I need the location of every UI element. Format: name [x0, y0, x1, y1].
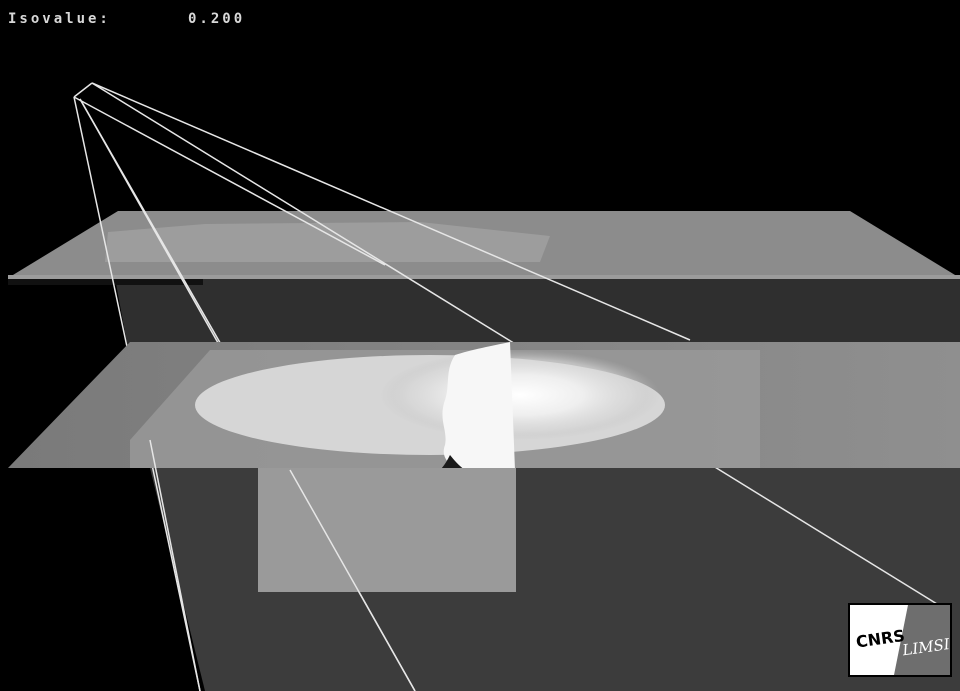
- volume-box: [258, 468, 516, 592]
- cnrs-limsi-logo: CNRS LIMSI: [848, 603, 952, 677]
- upper-plane-edge: [8, 275, 960, 279]
- upper-plane-shadow: [8, 279, 203, 285]
- heat-core: [380, 350, 660, 440]
- logo-left-text: CNRS: [855, 626, 906, 652]
- isosurface: [442, 342, 515, 479]
